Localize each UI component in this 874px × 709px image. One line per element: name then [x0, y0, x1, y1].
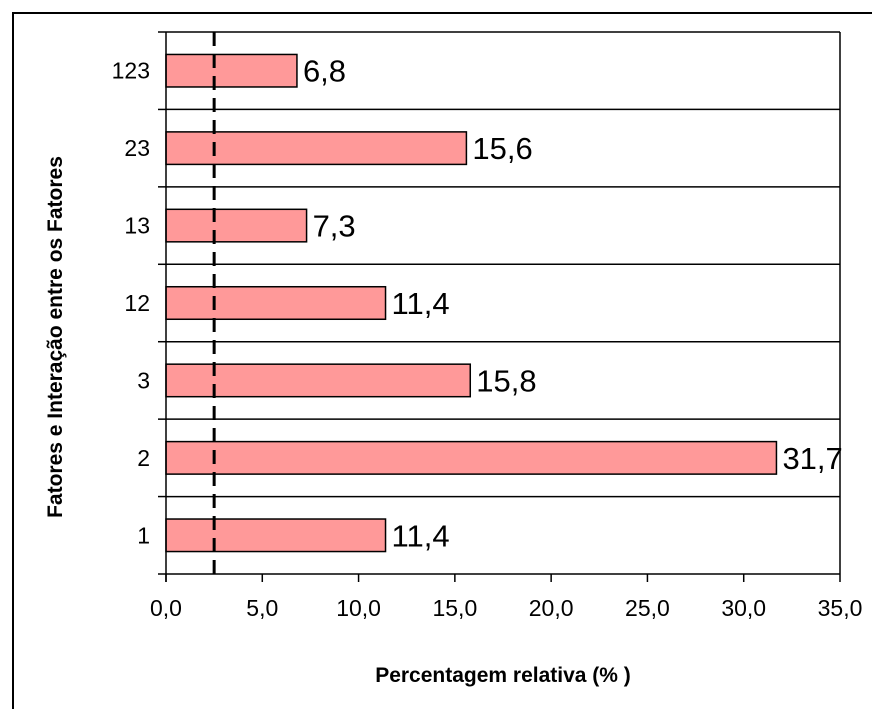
x-tick-label: 0,0 [150, 595, 182, 621]
labels: 11,4 1 31,7 2 15,8 3 11,4 12 7,3 13 15,6 23 6,8 123 0,… [112, 54, 863, 621]
bar-3 [165, 363, 472, 398]
bar-13 [165, 208, 308, 243]
category-label-13: 13 [124, 213, 150, 239]
value-label-123: 6,8 [303, 54, 346, 89]
bar-12 [165, 285, 387, 321]
category-label-12: 12 [124, 290, 150, 316]
x-tick-label: 15,0 [432, 595, 477, 621]
value-label-13: 7,3 [313, 209, 356, 244]
category-label-1: 1 [137, 522, 150, 548]
bar-1 [165, 518, 387, 553]
y-axis-title: Fatores e Interação entre os Fatores [44, 156, 67, 518]
chart-frame [12, 12, 872, 709]
value-label-12: 11,4 [392, 286, 450, 321]
bar-23 [165, 131, 468, 166]
value-label-23: 15,6 [472, 131, 532, 166]
value-label-1: 11,4 [392, 518, 450, 553]
value-label-2: 31,7 [782, 441, 842, 476]
value-label-3: 15,8 [476, 363, 536, 398]
category-label-123: 123 [112, 58, 150, 84]
category-label-23: 23 [124, 135, 150, 161]
x-tick-label: 10,0 [336, 595, 381, 621]
gridlines [166, 31, 841, 574]
axes [158, 31, 841, 582]
bars [165, 32, 778, 574]
category-label-3: 3 [137, 367, 150, 393]
bar-123 [165, 53, 298, 88]
category-label-2: 2 [137, 445, 150, 471]
x-tick-label: 25,0 [625, 595, 670, 621]
x-tick-label: 5,0 [246, 595, 278, 621]
bar-2 [165, 440, 778, 475]
x-axis-title: Percentagem relativa (% ) [375, 664, 631, 687]
x-tick-label: 30,0 [721, 595, 766, 621]
x-tick-label: 20,0 [529, 595, 574, 621]
x-tick-label: 35,0 [818, 595, 863, 621]
